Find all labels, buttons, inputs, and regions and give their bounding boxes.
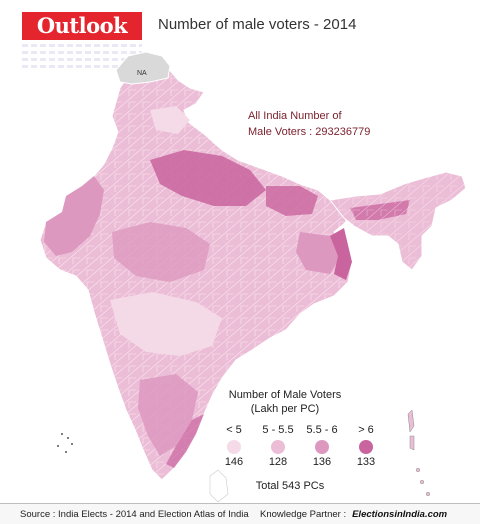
outlook-logo: Outlook — [22, 12, 142, 40]
legend-swatch — [227, 440, 241, 454]
region-bihar — [266, 186, 318, 216]
legend-total: Total 543 PCs — [255, 480, 325, 492]
logo-decoration — [22, 44, 142, 72]
legend-swatch — [315, 440, 329, 454]
region-central — [112, 222, 210, 282]
legend-item: > 6 133 — [356, 424, 376, 468]
region-west-bengal — [330, 228, 352, 280]
sri-lanka-outline — [209, 469, 229, 503]
footer-bar: Source : India Elects - 2014 and Electio… — [0, 503, 480, 524]
footer-partner-brand: ElectionsinIndia.com — [352, 508, 448, 520]
region-east — [296, 232, 342, 274]
legend-swatch — [359, 440, 373, 454]
summary-line-1: All India Number of — [248, 110, 342, 122]
legend-item: 5 - 5.5 128 — [262, 424, 294, 468]
region-deccan — [110, 292, 222, 356]
legend-title: Number of Male Voters (Lakh per PC) — [228, 389, 342, 415]
na-label: NA — [137, 70, 147, 77]
map-title: Number of male voters - 2014 — [158, 16, 357, 33]
footer-source: Source : India Elects - 2014 and Electio… — [20, 508, 249, 520]
legend-item: < 5 146 — [224, 424, 244, 468]
summary-line-2: Male Voters : 293236779 — [248, 126, 371, 138]
region-tamil-coast — [166, 414, 204, 468]
region-gujarat-rajasthan — [44, 176, 104, 256]
map-legend: Number of Male Voters (Lakh per PC) < 5 … — [210, 388, 390, 492]
legend-row: < 5 146 5 - 5.5 128 5.5 - 6 136 > 6 133 — [210, 424, 390, 470]
legend-item: 5.5 - 6 136 — [306, 424, 338, 468]
legend-swatch — [271, 440, 285, 454]
lakshadweep-islands — [57, 433, 73, 453]
region-north-plains — [150, 150, 266, 206]
footer-partner-label: Knowledge Partner : — [260, 508, 347, 520]
andaman-nicobar-islands — [407, 409, 431, 497]
region-himachal — [150, 106, 190, 134]
region-south — [138, 374, 198, 456]
region-na — [115, 51, 171, 85]
male-voter-summary: All India Number of Male Voters : 293236… — [248, 108, 370, 140]
